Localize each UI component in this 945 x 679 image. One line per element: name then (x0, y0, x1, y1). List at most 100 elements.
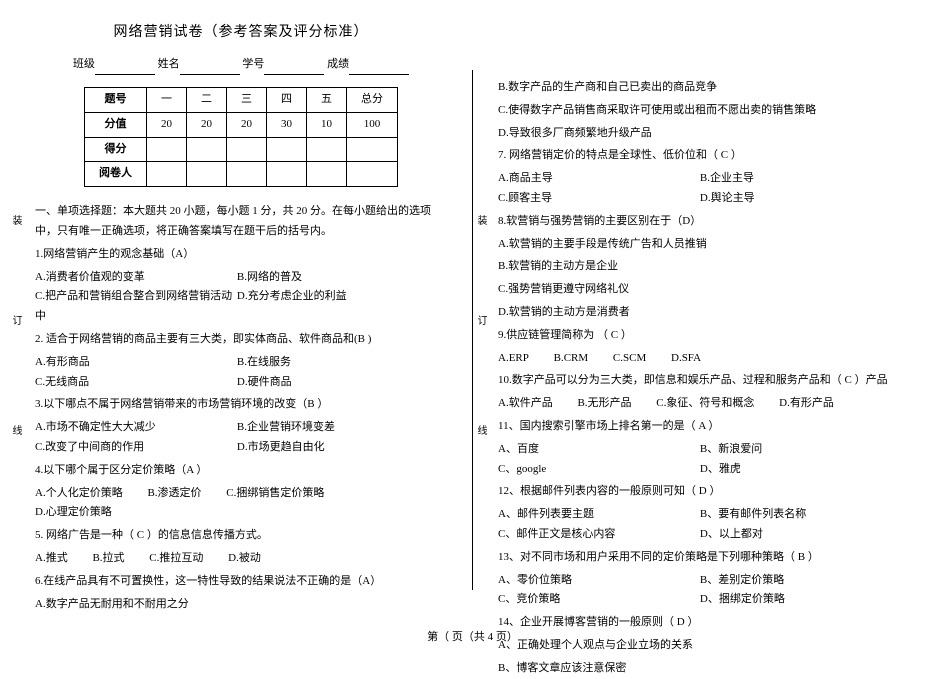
opt-b: B、要有邮件列表名称 (700, 505, 902, 525)
question-7: 7. 网络营销定价的特点是全球性、低价位和（ C ） (498, 146, 910, 166)
cell: 总分 (347, 87, 398, 112)
table-row: 阅卷人 (85, 162, 398, 187)
binding-mark-xian: 线 (471, 425, 489, 443)
question-3-options: A.市场不确定性大大减少 B.企业营销环境变差 C.改变了中间商的作用 D.市场… (35, 418, 447, 458)
question-1-options: A.消费者价值观的变革 B.网络的普及 C.把产品和营销组合整合到网络营销活动中… (35, 268, 447, 327)
cell (147, 162, 187, 187)
binding-mark-ding: 订 (471, 315, 489, 333)
question-14: 14、企业开展博客营销的一般原则（ D ） (498, 613, 910, 633)
opt-d: D、以上都对 (700, 525, 902, 545)
cell (147, 137, 187, 162)
opt-a: A.消费者价值观的变革 (35, 268, 237, 288)
opt-b: B、差别定价策略 (700, 571, 902, 591)
label-id: 学号 (242, 55, 264, 75)
question-6-opt-d: D.导致很多厂商频繁地升级产品 (498, 124, 910, 144)
question-1: 1.网络营销产生的观念基础（A） (35, 245, 447, 265)
student-info-line: 班级 姓名 学号 成绩 (35, 55, 447, 75)
question-2-options: A.有形商品 B.在线服务 C.无线商品 D.硬件商品 (35, 353, 447, 393)
cell (187, 137, 227, 162)
opt-b: B.软营销的主动方是企业 (498, 257, 910, 277)
opt-a: A、零价位策略 (498, 571, 700, 591)
exam-title: 网络营销试卷（参考答案及评分标准） (35, 20, 447, 45)
cell (187, 162, 227, 187)
question-10-options: A.软件产品 B.无形产品 C.象征、符号和概念 D.有形产品 (498, 394, 910, 414)
opt-a: A.有形商品 (35, 353, 237, 373)
opt-c: C.推拉互动 (149, 549, 203, 569)
opt-d: D.硬件商品 (237, 373, 439, 393)
opt-c: C、google (498, 460, 700, 480)
cell: 四 (267, 87, 307, 112)
question-12-options: A、邮件列表要主题 B、要有邮件列表名称 C、邮件正文是核心内容 D、以上都对 (498, 505, 910, 545)
opt-b: B.拉式 (92, 549, 124, 569)
opt-c: C.SCM (613, 349, 646, 369)
left-column: 装 订 线 网络营销试卷（参考答案及评分标准） 班级 姓名 学号 成绩 题号 一… (10, 20, 472, 610)
question-5: 5. 网络广告是一种（ C ）的信息信息传播方式。 (35, 526, 447, 546)
question-2: 2. 适合于网络营销的商品主要有三大类，即实体商品、软件商品和(B ) (35, 330, 447, 350)
cell (347, 162, 398, 187)
binding-mark-xian: 线 (6, 425, 24, 443)
opt-b: B.企业营销环境变差 (237, 418, 439, 438)
question-13: 13、对不同市场和用户采用不同的定价策略是下列哪种策略（ B ） (498, 548, 910, 568)
opt-d: D.市场更趋自由化 (237, 438, 439, 458)
opt-c: C、邮件正文是核心内容 (498, 525, 700, 545)
opt-b: B、新浪爱问 (700, 440, 902, 460)
cell: 三 (227, 87, 267, 112)
opt-b: B.无形产品 (577, 394, 631, 414)
question-3: 3.以下哪点不属于网络营销带来的市场营销环境的改变（B ） (35, 395, 447, 415)
table-row: 得分 (85, 137, 398, 162)
opt-b: B.企业主导 (700, 169, 902, 189)
cell (267, 162, 307, 187)
opt-d: D、雅虎 (700, 460, 902, 480)
opt-d: D.软营销的主动方是消费者 (498, 303, 910, 323)
opt-a: A.软营销的主要手段是传统广告和人员推销 (498, 235, 910, 255)
blank-id (264, 61, 324, 75)
question-13-options: A、零价位策略 B、差别定价策略 C、竞价策略 D、捆绑定价策略 (498, 571, 910, 611)
opt-c: C.强势营销更遵守网络礼仪 (498, 280, 910, 300)
cell: 10 (307, 112, 347, 137)
opt-a: A.ERP (498, 349, 529, 369)
cell: 30 (267, 112, 307, 137)
score-table: 题号 一 二 三 四 五 总分 分值 20 20 20 30 10 100 得分 (84, 87, 398, 187)
opt-a: A.市场不确定性大大减少 (35, 418, 237, 438)
binding-mark-ding: 订 (6, 315, 24, 333)
cell (307, 137, 347, 162)
binding-mark-zhuang: 装 (6, 215, 24, 233)
table-row: 题号 一 二 三 四 五 总分 (85, 87, 398, 112)
question-4-options: A.个人化定价策略 B.渗透定价 C.捆绑销售定价策略 D.心理定价策略 (35, 484, 447, 524)
cell (307, 162, 347, 187)
opt-c: C.顾客主导 (498, 189, 700, 209)
cell: 题号 (85, 87, 147, 112)
opt-b: B、博客文章应该注意保密 (498, 659, 910, 679)
opt-a: A.推式 (35, 549, 68, 569)
question-12: 12、根据邮件列表内容的一般原则可知（ D ） (498, 482, 910, 502)
binding-mark-zhuang: 装 (471, 215, 489, 233)
question-9: 9.供应链管理简称为 （ C ） (498, 326, 910, 346)
cell (227, 162, 267, 187)
cell: 20 (187, 112, 227, 137)
table-row: 分值 20 20 20 30 10 100 (85, 112, 398, 137)
opt-d: D.舆论主导 (700, 189, 902, 209)
label-score: 成绩 (327, 55, 349, 75)
section-1-header: 一、单项选择题：本大题共 20 小题，每小题 1 分，共 20 分。在每小题给出… (35, 202, 447, 242)
cell: 得分 (85, 137, 147, 162)
page-container: 装 订 线 网络营销试卷（参考答案及评分标准） 班级 姓名 学号 成绩 题号 一… (0, 0, 945, 620)
opt-d: D.心理定价策略 (35, 503, 112, 523)
cell: 分值 (85, 112, 147, 137)
opt-d: D.被动 (228, 549, 261, 569)
opt-a: A.个人化定价策略 (35, 484, 123, 504)
cell (267, 137, 307, 162)
right-column: 装 订 线 B.数字产品的生产商和自己已卖出的商品竞争 C.使得数字产品销售商采… (473, 20, 935, 610)
opt-c: C.捆绑销售定价策略 (226, 484, 324, 504)
opt-c: C.象征、符号和概念 (656, 394, 754, 414)
cell: 五 (307, 87, 347, 112)
blank-score (349, 61, 409, 75)
opt-b: B.网络的普及 (237, 268, 439, 288)
blank-name (180, 61, 240, 75)
question-7-options: A.商品主导 B.企业主导 C.顾客主导 D.舆论主导 (498, 169, 910, 209)
question-5-options: A.推式 B.拉式 C.推拉互动 D.被动 (35, 549, 447, 569)
question-4: 4.以下哪个属于区分定价策略（A ） (35, 461, 447, 481)
question-11: 11、国内搜索引擎市场上排名第一的是（ A ） (498, 417, 910, 437)
opt-c: C、竞价策略 (498, 590, 700, 610)
blank-class (95, 61, 155, 75)
opt-a: A.商品主导 (498, 169, 700, 189)
